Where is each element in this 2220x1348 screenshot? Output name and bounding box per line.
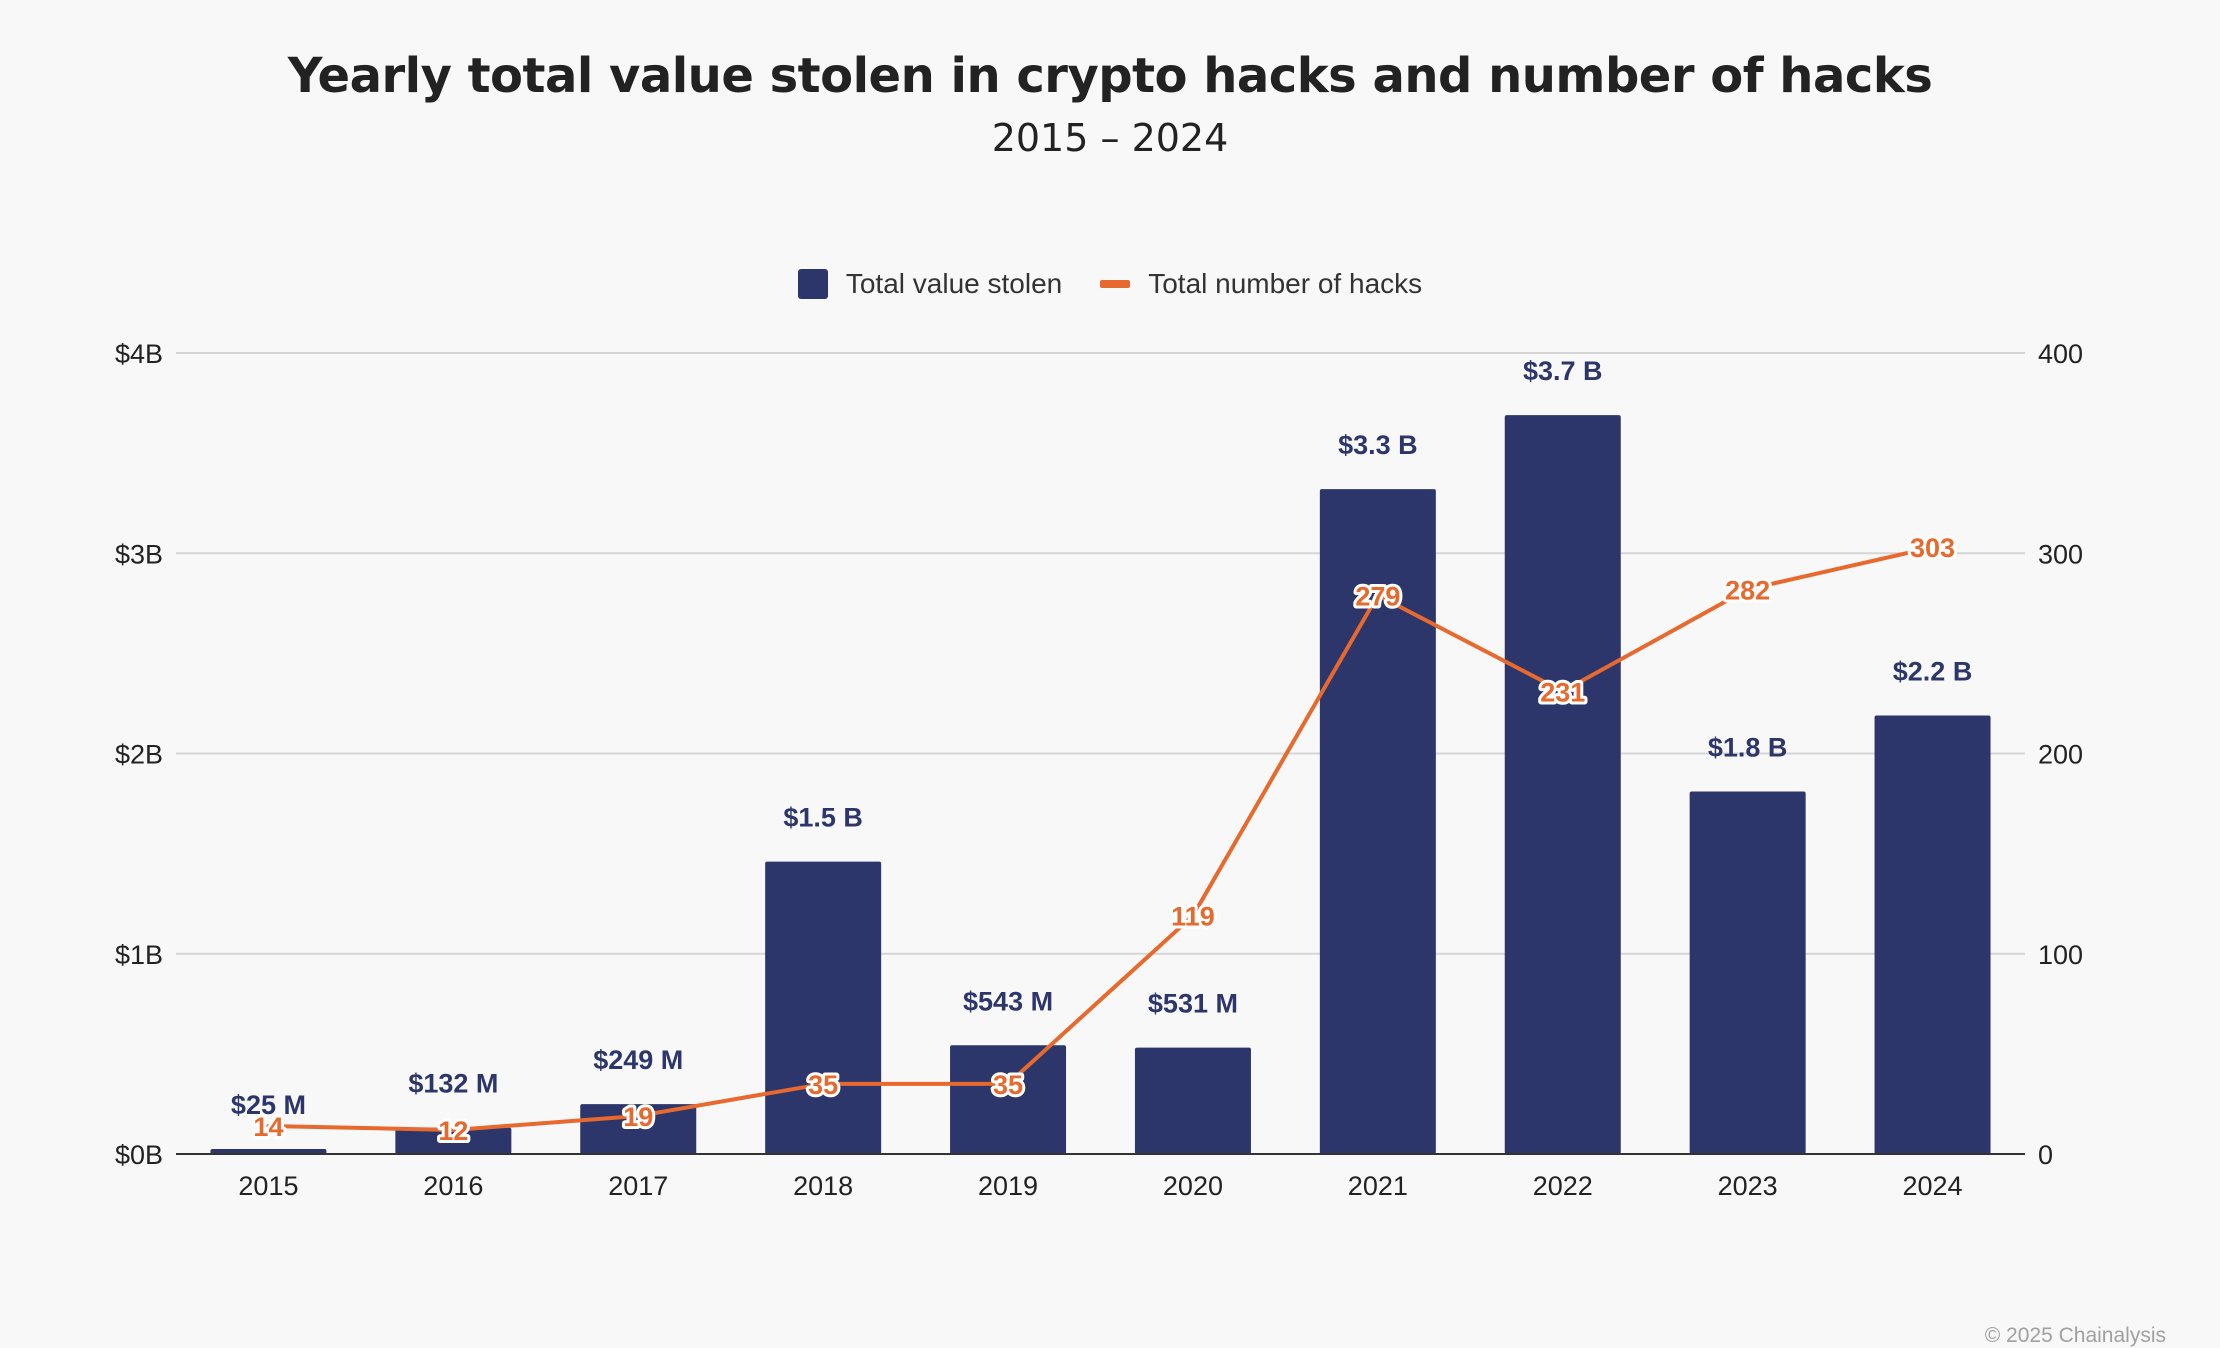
bar [1319, 489, 1436, 1154]
x-tick-label: 2021 [1348, 1171, 1408, 1201]
y-right-tick-label: 300 [2038, 539, 2083, 569]
x-tick-label: 2017 [608, 1171, 668, 1201]
line-value-label: 303 [1910, 533, 1955, 563]
bar [950, 1045, 1067, 1154]
y-left-tick-label: $1B [115, 940, 163, 970]
x-tick-label: 2015 [238, 1171, 298, 1201]
legend-item-bars: Total value stolen [797, 268, 1063, 300]
x-tick-label: 2022 [1533, 1171, 1593, 1201]
legend-item-line: Total number of hacks [1100, 268, 1422, 300]
line-value-label: 119 [1171, 902, 1215, 932]
line-value-label: 14 [253, 1112, 283, 1142]
bar-value-label: $132 M [408, 1069, 498, 1099]
legend-label-line: Total number of hacks [1148, 268, 1423, 299]
copyright-text: © 2025 Chainalysis [1984, 1324, 2166, 1347]
legend-swatch-line [1100, 280, 1131, 288]
bar-value-label: $25 M [231, 1090, 306, 1120]
legend-swatch-bar [797, 269, 828, 299]
y-right-tick-label: 400 [2038, 339, 2083, 369]
legend: Total value stolen Total number of hacks [0, 268, 2220, 300]
bar-value-label: $3.3 B [1338, 430, 1418, 460]
x-tick-label: 2020 [1163, 1171, 1223, 1201]
bar-value-label: $1.5 B [783, 803, 863, 833]
y-left-tick-label: $4B [115, 339, 163, 369]
x-tick-label: 2024 [1903, 1171, 1963, 1201]
bar [1134, 1047, 1251, 1154]
x-tick-label: 2019 [978, 1171, 1038, 1201]
y-left-tick-label: $2B [115, 740, 163, 770]
line-value-label: 12 [438, 1116, 468, 1146]
y-right-tick-label: 0 [2038, 1140, 2053, 1170]
x-tick-label: 2016 [423, 1171, 483, 1201]
chart-subtitle: 2015 – 2024 [991, 116, 1229, 160]
chart-title: Yearly total value stolen in crypto hack… [287, 48, 1933, 104]
bar-value-label: $249 M [593, 1045, 683, 1075]
line-value-label: 231 [1540, 677, 1585, 707]
bar [1874, 715, 1991, 1154]
legend-label-bars: Total value stolen [845, 268, 1063, 299]
line-value-label: 35 [808, 1070, 838, 1100]
bar [1504, 415, 1621, 1154]
y-right-tick-label: 200 [2038, 740, 2083, 770]
bar-value-label: $531 M [1148, 989, 1238, 1019]
line-value-label: 19 [623, 1102, 653, 1132]
y-left-tick-label: $0B [115, 1140, 163, 1170]
bar-value-label: $3.7 B [1523, 356, 1603, 386]
bar [395, 1127, 512, 1154]
line-value-label: 35 [993, 1070, 1023, 1100]
bar [1689, 791, 1806, 1154]
bar [210, 1148, 327, 1154]
y-left-tick-label: $3B [115, 539, 163, 569]
x-tick-label: 2023 [1718, 1171, 1778, 1201]
bar [765, 861, 882, 1154]
line-series [266, 545, 1935, 1132]
bar-value-label: $2.2 B [1893, 656, 1973, 686]
bar-value-label: $1.8 B [1708, 733, 1788, 763]
line-value-label: 282 [1725, 575, 1770, 605]
y-right-tick-label: 100 [2038, 940, 2083, 970]
x-tick-label: 2018 [793, 1171, 853, 1201]
bar-value-label: $543 M [963, 986, 1053, 1016]
line-value-label: 279 [1355, 581, 1400, 611]
